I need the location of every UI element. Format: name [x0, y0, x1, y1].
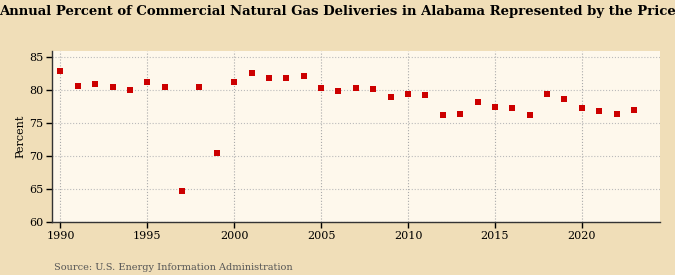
Point — [541, 92, 552, 97]
Point — [298, 74, 309, 78]
Point — [159, 85, 170, 89]
Point — [90, 82, 101, 86]
Point — [489, 105, 500, 109]
Point — [559, 97, 570, 101]
Y-axis label: Percent: Percent — [15, 115, 25, 158]
Point — [385, 95, 396, 99]
Point — [281, 76, 292, 80]
Point — [72, 84, 83, 89]
Point — [524, 113, 535, 118]
Point — [368, 87, 379, 91]
Point — [455, 112, 466, 116]
Point — [472, 99, 483, 104]
Point — [402, 92, 413, 96]
Point — [576, 105, 587, 110]
Point — [628, 108, 639, 112]
Point — [420, 93, 431, 97]
Point — [229, 79, 240, 84]
Text: Source: U.S. Energy Information Administration: Source: U.S. Energy Information Administ… — [54, 263, 293, 272]
Point — [125, 88, 136, 93]
Point — [107, 85, 118, 89]
Point — [437, 113, 448, 118]
Point — [333, 89, 344, 93]
Point — [246, 70, 257, 75]
Point — [594, 109, 605, 113]
Point — [611, 112, 622, 116]
Point — [194, 85, 205, 89]
Text: Annual Percent of Commercial Natural Gas Deliveries in Alabama Represented by th: Annual Percent of Commercial Natural Gas… — [0, 6, 675, 18]
Point — [316, 86, 327, 90]
Point — [177, 189, 188, 194]
Point — [211, 151, 222, 155]
Point — [55, 68, 66, 73]
Point — [507, 106, 518, 110]
Point — [142, 80, 153, 85]
Point — [350, 86, 361, 90]
Point — [263, 76, 274, 81]
